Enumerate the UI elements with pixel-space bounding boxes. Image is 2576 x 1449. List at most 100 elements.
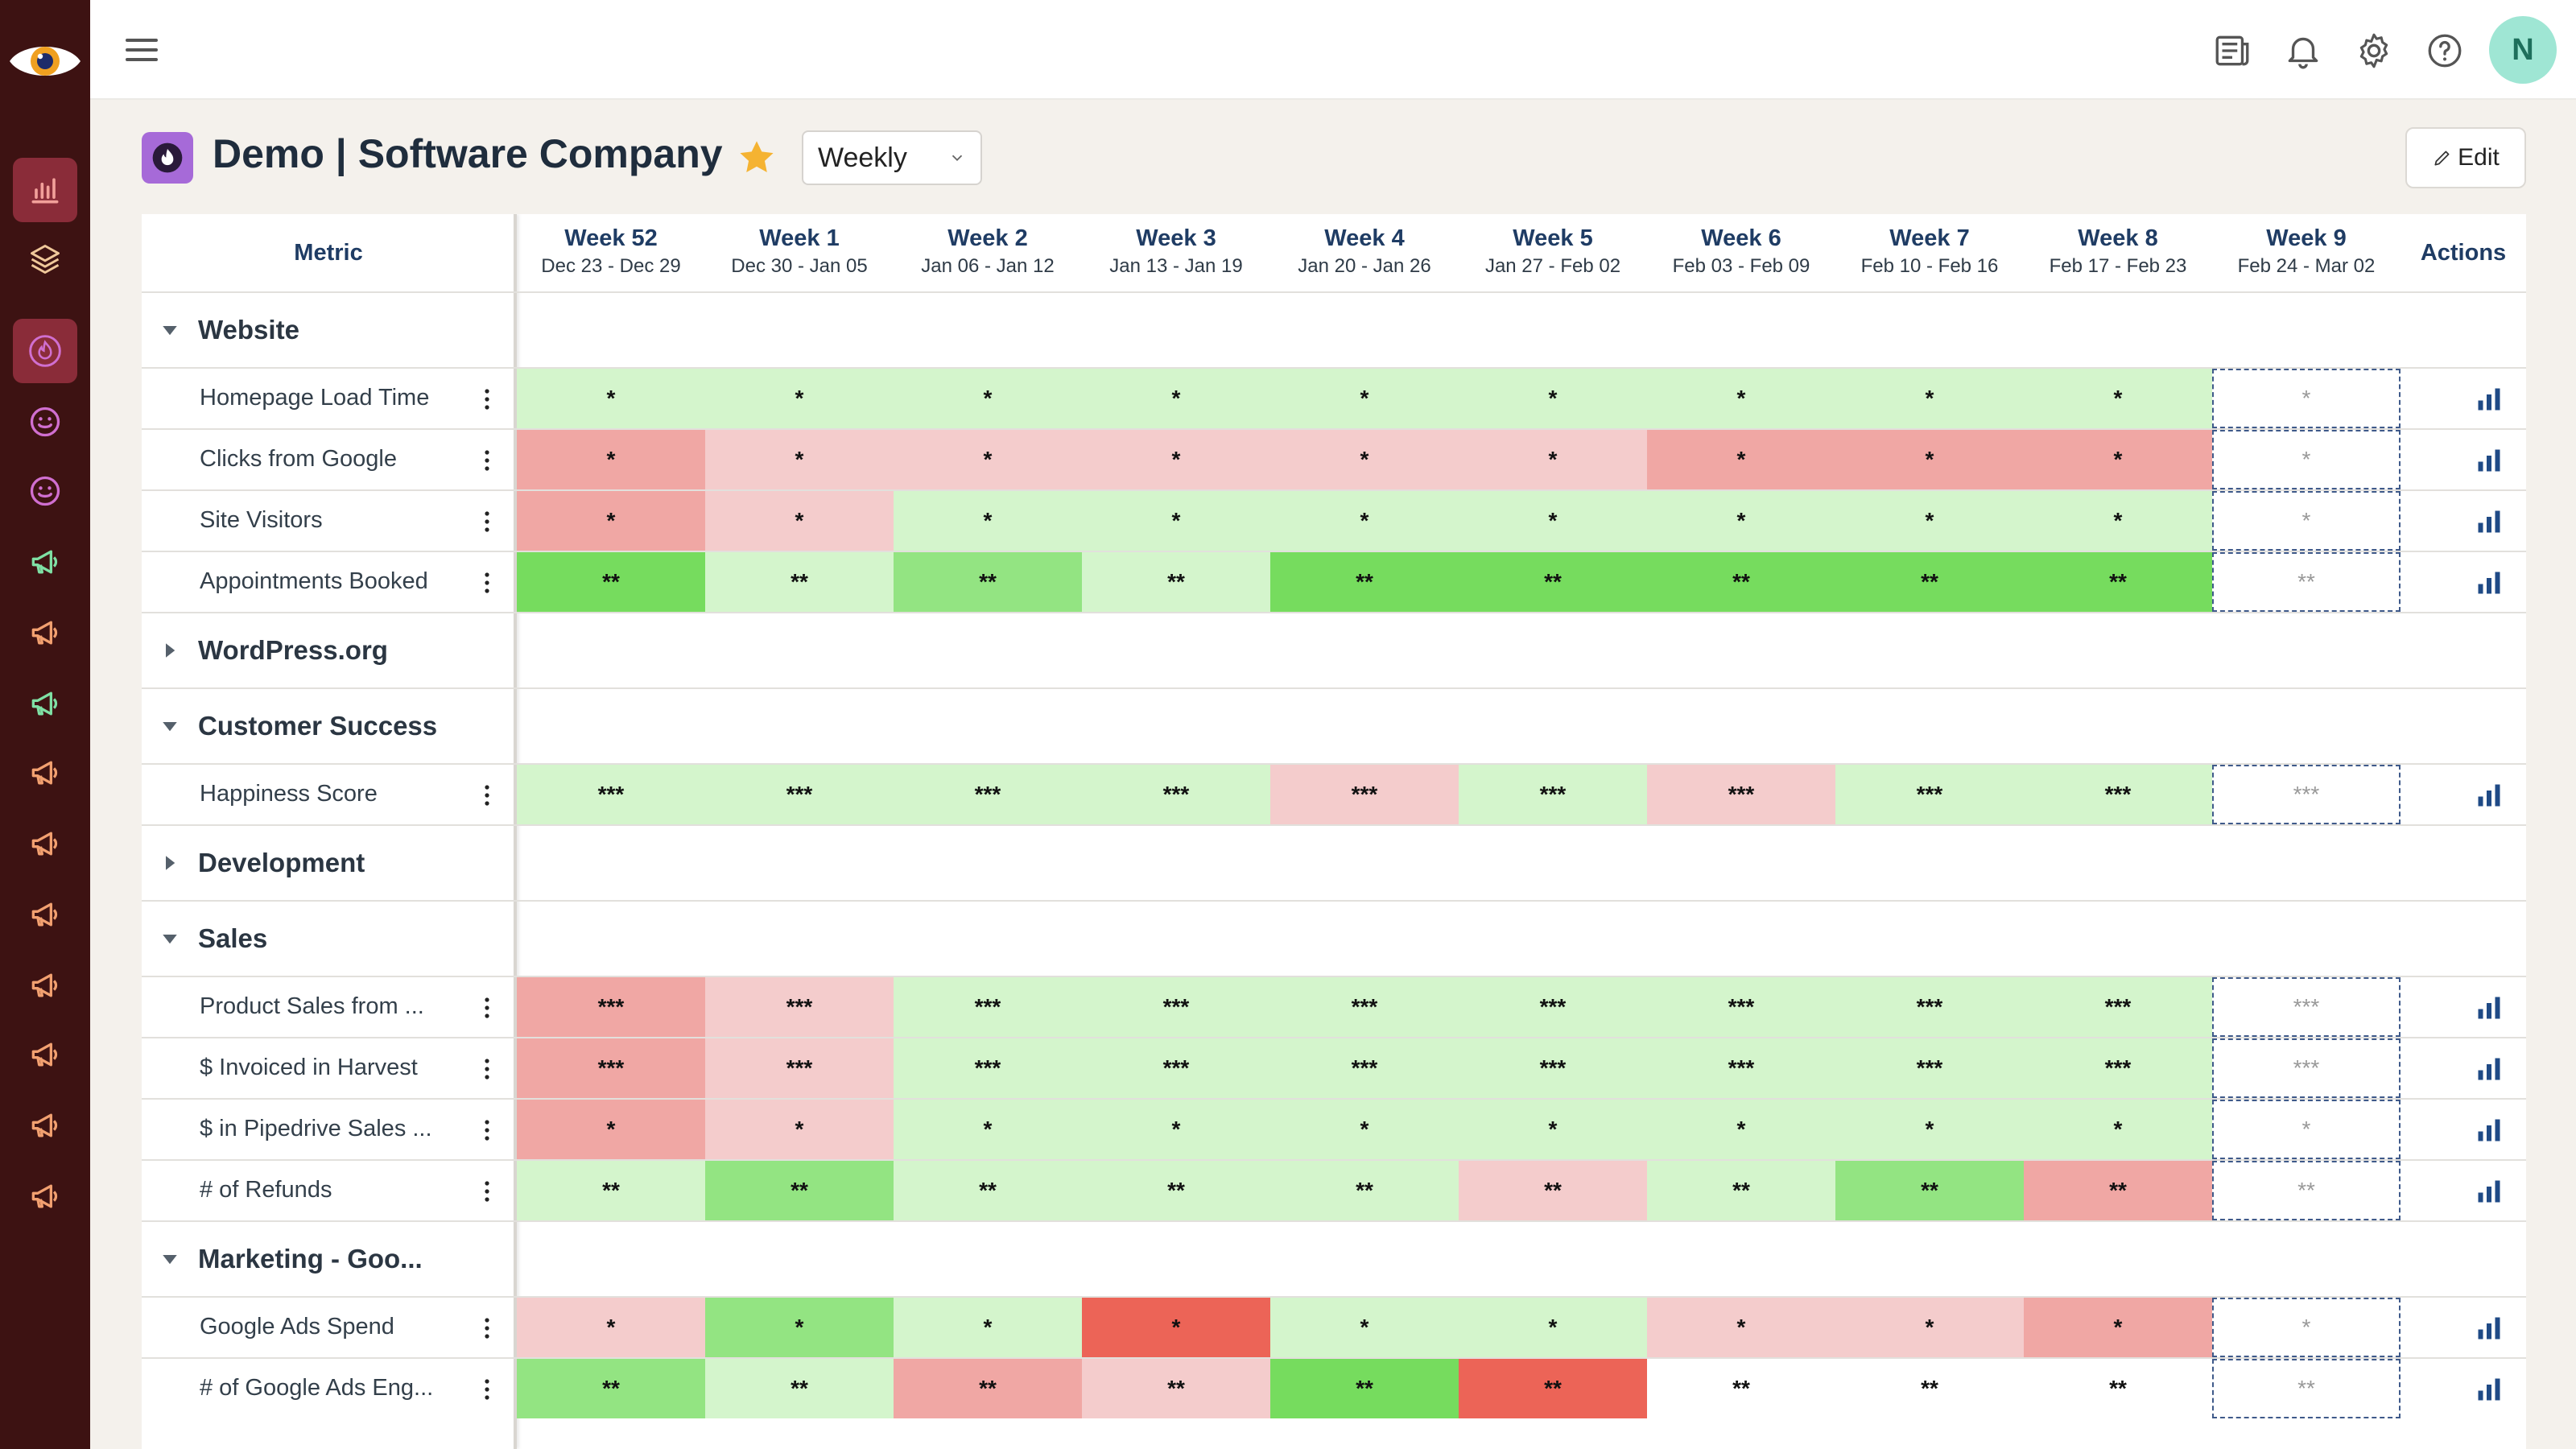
bar-chart-icon[interactable] xyxy=(2475,1116,2504,1145)
bar-chart-icon[interactable] xyxy=(2475,1055,2504,1084)
metric-value-cell[interactable]: * xyxy=(705,430,894,489)
metric-value-cell[interactable]: * xyxy=(1647,1298,1835,1357)
sidebar-fire-3[interactable] xyxy=(13,319,77,383)
group-row[interactable]: Sales xyxy=(142,900,2526,976)
metric-name[interactable]: Site Visitors xyxy=(200,507,323,533)
bar-chart-icon[interactable] xyxy=(2475,568,2504,597)
metric-value-cell[interactable]: *** xyxy=(1270,1038,1459,1098)
metric-value-cell[interactable]: * xyxy=(705,491,894,551)
group-row[interactable]: WordPress.org xyxy=(142,612,2526,687)
kebab-menu-icon[interactable] xyxy=(483,783,491,807)
gear-icon[interactable] xyxy=(2354,31,2394,71)
metric-name[interactable]: Appointments Booked xyxy=(200,568,428,594)
future-value-cell[interactable]: * xyxy=(2212,369,2401,428)
metric-value-cell[interactable]: *** xyxy=(1082,765,1270,824)
metric-name[interactable]: Homepage Load Time xyxy=(200,385,430,411)
caret-down-icon[interactable] xyxy=(158,318,182,342)
metric-value-cell[interactable]: * xyxy=(1459,369,1647,428)
metric-value-cell[interactable]: *** xyxy=(1647,1038,1835,1098)
sidebar-megaphone-6[interactable] xyxy=(13,530,77,594)
metric-value-cell[interactable]: ** xyxy=(1082,1161,1270,1220)
metric-value-cell[interactable]: * xyxy=(1459,1298,1647,1357)
favorite-star-icon[interactable] xyxy=(736,137,778,179)
metric-value-cell[interactable]: * xyxy=(517,1298,705,1357)
metric-value-cell[interactable]: ** xyxy=(517,1359,705,1418)
metric-value-cell[interactable]: ** xyxy=(517,552,705,612)
metric-value-cell[interactable]: ** xyxy=(1082,552,1270,612)
metric-value-cell[interactable]: * xyxy=(1270,1100,1459,1159)
metric-value-cell[interactable]: *** xyxy=(1647,977,1835,1037)
metric-value-cell[interactable]: ** xyxy=(705,1359,894,1418)
kebab-menu-icon[interactable] xyxy=(483,571,491,595)
metric-value-cell[interactable]: * xyxy=(894,369,1082,428)
metric-value-cell[interactable]: ** xyxy=(705,552,894,612)
kebab-menu-icon[interactable] xyxy=(483,448,491,473)
metric-value-cell[interactable]: *** xyxy=(2024,765,2212,824)
metric-value-cell[interactable]: *** xyxy=(894,765,1082,824)
sidebar-megaphone-12[interactable] xyxy=(13,953,77,1018)
metric-value-cell[interactable]: *** xyxy=(705,765,894,824)
metric-value-cell[interactable]: * xyxy=(894,491,1082,551)
metric-value-cell[interactable]: ** xyxy=(517,1161,705,1220)
metric-value-cell[interactable]: *** xyxy=(517,765,705,824)
metric-value-cell[interactable]: ** xyxy=(1835,552,2024,612)
sidebar-megaphone-15[interactable] xyxy=(13,1164,77,1228)
group-row[interactable]: Website xyxy=(142,291,2526,367)
bar-chart-icon[interactable] xyxy=(2475,1177,2504,1206)
future-value-cell[interactable]: ** xyxy=(2212,552,2401,612)
future-value-cell[interactable]: * xyxy=(2212,1100,2401,1159)
metric-value-cell[interactable]: * xyxy=(1459,1100,1647,1159)
metric-value-cell[interactable]: * xyxy=(517,1100,705,1159)
metric-value-cell[interactable]: * xyxy=(1270,491,1459,551)
metric-value-cell[interactable]: *** xyxy=(894,977,1082,1037)
metric-value-cell[interactable]: ** xyxy=(1270,552,1459,612)
help-icon[interactable] xyxy=(2425,31,2465,71)
metric-value-cell[interactable]: * xyxy=(1270,369,1459,428)
future-value-cell[interactable]: * xyxy=(2212,430,2401,489)
metric-value-cell[interactable]: *** xyxy=(2024,1038,2212,1098)
kebab-menu-icon[interactable] xyxy=(483,387,491,411)
sidebar-smile-4[interactable] xyxy=(13,390,77,454)
metric-value-cell[interactable]: * xyxy=(2024,369,2212,428)
kebab-menu-icon[interactable] xyxy=(483,996,491,1020)
hamburger-menu-icon[interactable] xyxy=(122,31,161,69)
metric-value-cell[interactable]: *** xyxy=(517,977,705,1037)
metric-value-cell[interactable]: * xyxy=(705,1100,894,1159)
metric-name[interactable]: Clicks from Google xyxy=(200,446,397,472)
metric-value-cell[interactable]: ** xyxy=(2024,1359,2212,1418)
metric-value-cell[interactable]: * xyxy=(1835,369,2024,428)
group-row[interactable]: Marketing - Goo... xyxy=(142,1220,2526,1296)
metric-value-cell[interactable]: * xyxy=(1082,430,1270,489)
metric-value-cell[interactable]: * xyxy=(2024,430,2212,489)
sidebar-smile-5[interactable] xyxy=(13,459,77,523)
sidebar-megaphone-9[interactable] xyxy=(13,741,77,805)
bar-chart-icon[interactable] xyxy=(2475,1375,2504,1404)
metric-value-cell[interactable]: * xyxy=(1835,1100,2024,1159)
metric-value-cell[interactable]: ** xyxy=(894,1359,1082,1418)
metric-value-cell[interactable]: ** xyxy=(1647,1359,1835,1418)
metric-value-cell[interactable]: *** xyxy=(1647,765,1835,824)
metric-name[interactable]: $ in Pipedrive Sales ... xyxy=(200,1116,432,1141)
metric-value-cell[interactable]: *** xyxy=(1270,765,1459,824)
metric-value-cell[interactable]: *** xyxy=(705,1038,894,1098)
sidebar-eye-logo-0[interactable] xyxy=(6,29,84,93)
sidebar-megaphone-10[interactable] xyxy=(13,811,77,876)
metric-value-cell[interactable]: *** xyxy=(1459,1038,1647,1098)
metric-value-cell[interactable]: ** xyxy=(1459,552,1647,612)
metric-value-cell[interactable]: * xyxy=(1459,430,1647,489)
group-row[interactable]: Customer Success xyxy=(142,687,2526,763)
caret-down-icon[interactable] xyxy=(158,927,182,951)
metric-value-cell[interactable]: ** xyxy=(1082,1359,1270,1418)
kebab-menu-icon[interactable] xyxy=(483,1316,491,1340)
metric-value-cell[interactable]: * xyxy=(1835,491,2024,551)
caret-right-icon[interactable] xyxy=(158,851,182,875)
metric-value-cell[interactable]: * xyxy=(1270,1298,1459,1357)
metric-name[interactable]: Google Ads Spend xyxy=(200,1314,394,1340)
metric-name[interactable]: # of Refunds xyxy=(200,1177,332,1203)
metric-value-cell[interactable]: ** xyxy=(894,552,1082,612)
metric-value-cell[interactable]: ** xyxy=(1270,1359,1459,1418)
metric-value-cell[interactable]: * xyxy=(1835,1298,2024,1357)
metric-value-cell[interactable]: * xyxy=(1082,369,1270,428)
metric-value-cell[interactable]: * xyxy=(1647,1100,1835,1159)
metric-value-cell[interactable]: *** xyxy=(1459,765,1647,824)
